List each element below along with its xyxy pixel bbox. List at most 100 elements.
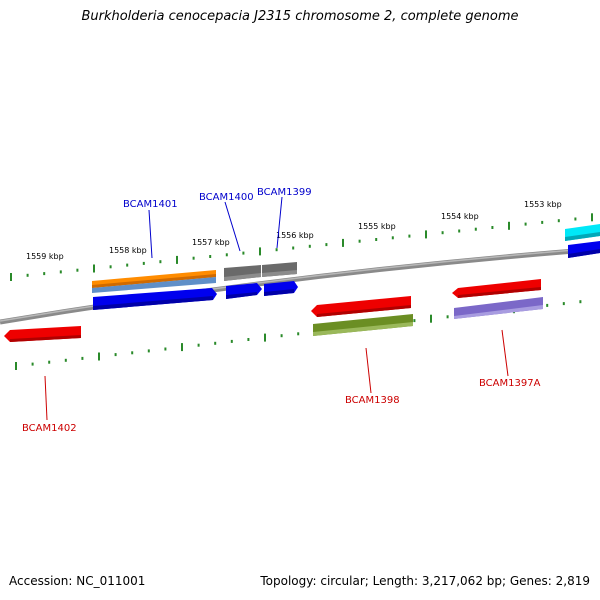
ruler-major-tick [15, 362, 17, 370]
ruler-minor-tick [26, 273, 29, 277]
ruler-major-tick [10, 273, 12, 281]
ruler-minor-tick [164, 347, 167, 351]
ruler-top [10, 213, 593, 281]
ruler-minor-tick [474, 227, 477, 231]
feature-bcam1399-gene-shade [262, 270, 297, 277]
feature-bcam1398-gene-shade [313, 322, 413, 336]
ruler-minor-tick [192, 256, 195, 260]
ruler-minor-tick [147, 349, 150, 353]
gene-label-bcam1398[interactable]: BCAM1398 [345, 395, 400, 406]
ruler-minor-tick [242, 251, 245, 255]
ruler-minor-tick [59, 270, 62, 274]
ruler-major-tick [508, 221, 510, 230]
leader-bcam1402 [44, 375, 48, 421]
ruler-minor-tick [562, 302, 565, 306]
ruler-minor-tick [230, 339, 233, 343]
ruler-minor-tick [358, 239, 361, 243]
ruler-minor-tick [557, 219, 560, 223]
ruler-minor-tick [579, 300, 582, 304]
ruler-minor-tick [574, 217, 577, 221]
feature-edge-gene-shade [565, 232, 600, 241]
ruler-minor-tick [541, 220, 544, 224]
accession-text: Accession: NC_011001 [9, 574, 146, 588]
ruler-minor-tick [325, 243, 328, 247]
ruler-minor-tick [76, 268, 79, 272]
gene-label-bcam1397a[interactable]: BCAM1397A [479, 378, 541, 389]
tick-label-1554: 1554 kbp [441, 212, 479, 221]
ruler-minor-tick [441, 231, 444, 235]
ruler-major-tick [264, 333, 266, 342]
gene-label-bcam1399[interactable]: BCAM1399 [257, 187, 312, 198]
ruler-minor-tick [114, 353, 117, 357]
ruler-minor-tick [126, 263, 129, 267]
feature-bcam1401-gene-shade [92, 274, 216, 288]
ruler-minor-tick [408, 234, 411, 238]
feature-bcam1397a-gene-shade [454, 305, 543, 319]
ruler-major-tick [98, 352, 100, 361]
feature-bcam1397a-cds-shade [458, 287, 541, 298]
leader-bcam1398 [365, 347, 372, 394]
leader-bcam1399 [276, 196, 283, 249]
ruler-minor-tick [391, 236, 394, 240]
ruler-minor-tick [413, 319, 416, 323]
ruler-minor-tick [142, 261, 145, 265]
ruler-major-tick [430, 314, 432, 323]
ruler-minor-tick [197, 343, 200, 347]
ruler-minor-tick [458, 229, 461, 233]
ruler-minor-tick [280, 334, 283, 338]
genome-summary-text: Topology: circular; Length: 3,217,062 bp… [260, 574, 590, 588]
feature-bcam1401-cds-shade [93, 296, 213, 310]
tick-label-1557: 1557 kbp [192, 238, 230, 247]
gene-label-bcam1400[interactable]: BCAM1400 [199, 192, 254, 203]
ruler-minor-tick [247, 338, 250, 341]
ruler-major-tick [591, 213, 593, 222]
feature-edge-cds-shade [568, 249, 600, 258]
feature-bcam1398-cds-shade [317, 305, 411, 317]
ruler-major-tick [93, 264, 95, 273]
feature-bcam1401-mrna[interactable] [92, 277, 216, 293]
tick-label-1553: 1553 kbp [524, 200, 562, 209]
gene-label-bcam1401[interactable]: BCAM1401 [123, 199, 178, 210]
tick-label-1559: 1559 kbp [26, 252, 64, 261]
ruler-minor-tick [64, 358, 67, 362]
genome-backbone [0, 246, 600, 325]
leader-bcam1401 [148, 209, 153, 259]
ruler-minor-tick [524, 222, 527, 226]
ruler-major-tick [176, 255, 178, 264]
ruler-minor-tick [214, 341, 217, 345]
ruler-minor-tick [159, 260, 162, 264]
ruler-major-tick [181, 343, 183, 352]
ruler-minor-tick [209, 255, 212, 258]
ruler-minor-tick [81, 356, 84, 360]
feature-bcam1399-cds-shade [264, 289, 294, 296]
feature-bcam1398-cds[interactable] [311, 296, 411, 317]
ruler-minor-tick [491, 226, 494, 229]
ruler-minor-tick [446, 315, 449, 319]
ruler-minor-tick [292, 246, 295, 250]
map-title: Burkholderia cenocepacia J2315 chromosom… [81, 9, 519, 24]
ruler-minor-tick [131, 351, 134, 355]
feature-bcam1397a-cds[interactable] [452, 279, 541, 298]
ruler-minor-tick [225, 253, 228, 257]
feature-bcam1400-gene-shade [224, 273, 261, 281]
genome-backbone-highlight [0, 247, 600, 322]
ruler-minor-tick [308, 244, 311, 248]
ruler-minor-tick [109, 265, 112, 269]
ruler-minor-tick [48, 360, 51, 364]
ruler-minor-tick [31, 362, 34, 366]
gene-label-bcam1402[interactable]: BCAM1402 [22, 423, 77, 434]
tick-label-1558: 1558 kbp [109, 246, 147, 255]
ruler-minor-tick [546, 303, 549, 307]
feature-bcam1400-cds-shade [226, 292, 257, 299]
ruler-minor-tick [375, 238, 378, 241]
tick-label-1555: 1555 kbp [358, 222, 396, 231]
tick-label-1556: 1556 kbp [276, 231, 314, 240]
ruler-minor-tick [297, 332, 300, 336]
ruler-major-tick [259, 247, 261, 256]
ruler-minor-tick [43, 272, 46, 276]
ruler-minor-tick [275, 248, 278, 252]
leader-bcam1400 [224, 201, 241, 252]
leader-bcam1397a [501, 329, 509, 377]
feature-bcam1402-cds-shade [10, 335, 81, 342]
